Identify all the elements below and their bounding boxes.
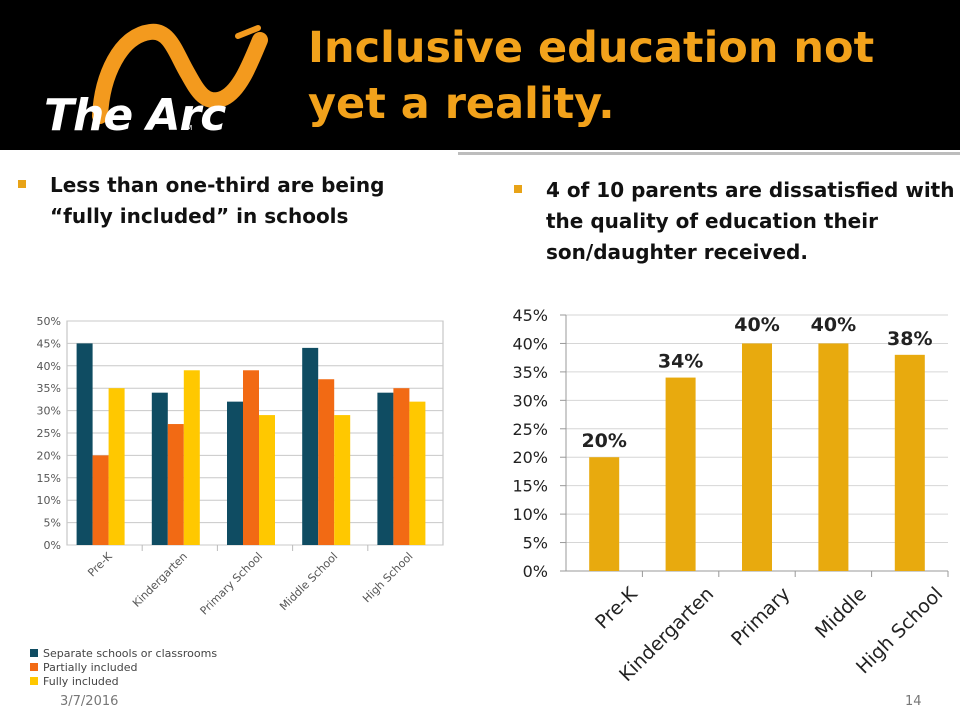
data-label: 40% bbox=[734, 314, 779, 336]
bar bbox=[183, 370, 200, 545]
y-tick-label: 0% bbox=[523, 562, 548, 581]
bar bbox=[108, 388, 125, 545]
legend-label: Separate schools or classrooms bbox=[43, 647, 217, 660]
data-label: 20% bbox=[581, 430, 626, 452]
arc-logo-text: The Arc bbox=[44, 90, 226, 141]
legend-label: Partially included bbox=[43, 661, 137, 674]
slide-title: Inclusive education not yet a reality. bbox=[308, 20, 948, 132]
title-line-2: yet a reality. bbox=[308, 79, 615, 129]
bar bbox=[76, 343, 93, 545]
y-tick-label: 40% bbox=[37, 360, 61, 373]
bar bbox=[742, 343, 772, 571]
page-number: 14 bbox=[905, 694, 922, 709]
x-tick-label: Primary School bbox=[198, 550, 266, 618]
bar bbox=[589, 457, 620, 571]
bullet-fully-included: Less than one-third are being “fully inc… bbox=[18, 170, 438, 240]
legend-swatch bbox=[30, 677, 38, 685]
data-label: 40% bbox=[811, 314, 856, 336]
y-tick-label: 40% bbox=[512, 334, 548, 353]
bar bbox=[167, 424, 184, 545]
x-tick-label: Pre-K bbox=[591, 583, 642, 634]
x-tick-label: Middle School bbox=[277, 550, 340, 613]
y-tick-label: 25% bbox=[512, 420, 548, 439]
x-tick-label: Pre-K bbox=[85, 549, 115, 579]
bullet-dissatisfied: 4 of 10 parents are dissatisfied with th… bbox=[514, 175, 954, 275]
inclusion-chart: 0% 5% 10% 15% 20% 25% 30% 35% 40% 45% 50% Pre-K Kind… bbox=[30, 315, 444, 688]
bar bbox=[151, 392, 168, 545]
slide-header: The Arc TM Inclusive education not yet a… bbox=[0, 0, 960, 150]
bar bbox=[227, 401, 243, 545]
bar bbox=[92, 455, 109, 545]
x-tick-label: Primary bbox=[727, 583, 794, 650]
bullet-text: Less than one-third are being “fully inc… bbox=[50, 173, 385, 228]
x-tick-label: Middle bbox=[811, 583, 871, 643]
y-tick-label: 50% bbox=[37, 315, 61, 328]
y-tick-label: 30% bbox=[37, 405, 61, 418]
y-tick-label: 5% bbox=[523, 534, 548, 553]
bar bbox=[334, 415, 351, 545]
bar bbox=[243, 370, 259, 545]
bar bbox=[302, 347, 319, 545]
y-tick-label: 15% bbox=[37, 472, 61, 485]
trademark-mark: TM bbox=[182, 124, 193, 132]
y-tick-label: 35% bbox=[37, 382, 61, 395]
bar bbox=[259, 415, 275, 545]
y-tick-label: 0% bbox=[44, 539, 61, 552]
footer-date: 3/7/2016 bbox=[60, 694, 119, 709]
legend-swatch bbox=[30, 663, 38, 671]
y-tick-label: 20% bbox=[512, 448, 548, 467]
bullet-marker-icon bbox=[514, 185, 522, 193]
y-tick-label: 45% bbox=[37, 337, 61, 350]
data-label: 38% bbox=[887, 328, 932, 350]
y-tick-label: 10% bbox=[512, 505, 548, 524]
y-tick-label: 30% bbox=[512, 391, 548, 410]
legend-swatch bbox=[30, 649, 38, 657]
x-tick-label: Kindergarten bbox=[130, 550, 190, 610]
y-tick-label: 20% bbox=[37, 449, 61, 462]
bar bbox=[393, 388, 410, 545]
dissatisfaction-chart: 0%5%10%15%20%25%30%35%40%45%20%Pre-K34%K… bbox=[512, 306, 949, 686]
data-label: 34% bbox=[658, 351, 703, 373]
y-tick-label: 10% bbox=[37, 494, 61, 507]
x-tick-label: High School bbox=[360, 550, 415, 605]
bar bbox=[409, 401, 426, 545]
bar bbox=[377, 392, 394, 545]
legend-label: Fully included bbox=[43, 675, 119, 688]
bullet-text: 4 of 10 parents are dissatisfied with th… bbox=[546, 178, 955, 264]
bar bbox=[894, 354, 925, 571]
y-tick-label: 15% bbox=[512, 477, 548, 496]
y-tick-label: 35% bbox=[512, 363, 548, 382]
bar bbox=[318, 379, 335, 545]
title-line-1: Inclusive education not bbox=[308, 23, 875, 73]
y-tick-label: 45% bbox=[512, 306, 548, 325]
bar bbox=[818, 343, 849, 571]
y-tick-label: 5% bbox=[44, 517, 61, 530]
y-tick-label: 25% bbox=[37, 427, 61, 440]
bar bbox=[665, 377, 696, 571]
bullet-marker-icon bbox=[18, 180, 26, 188]
arc-swoosh-logo bbox=[92, 23, 268, 124]
divider-rule bbox=[458, 152, 960, 155]
